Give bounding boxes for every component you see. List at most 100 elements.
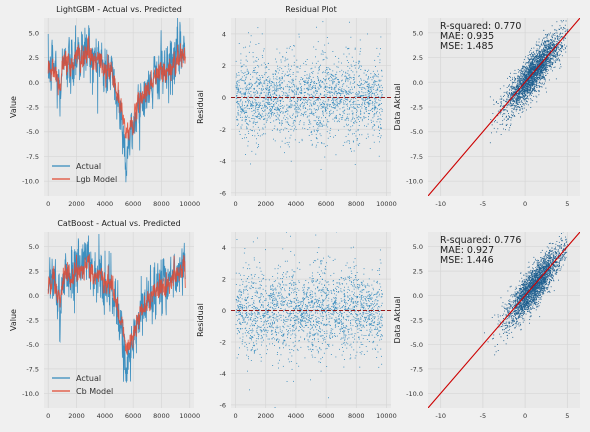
residual-point	[241, 107, 243, 109]
residual-point	[371, 108, 373, 110]
scatter-point	[501, 124, 503, 125]
residual-point	[379, 133, 380, 134]
scatter-point	[536, 66, 538, 68]
scatter-point	[530, 58, 532, 59]
scatter-point	[525, 89, 527, 91]
scatter-point	[521, 78, 523, 80]
residual-point	[373, 85, 375, 87]
scatter-point	[553, 46, 555, 48]
residual-point	[267, 99, 269, 101]
y-tick-label: 2	[222, 62, 226, 70]
residual-point	[345, 119, 347, 121]
residual-point	[257, 92, 259, 94]
scatter-point	[530, 77, 532, 78]
residual-point	[252, 102, 254, 103]
residual-point	[317, 72, 319, 74]
residual-point	[285, 92, 287, 94]
residual-point	[244, 137, 245, 139]
residual-point	[359, 61, 361, 63]
scatter-point	[524, 76, 526, 78]
residual-point	[315, 102, 316, 104]
residual-point	[270, 99, 272, 101]
scatter-point	[506, 105, 508, 107]
residual-point	[236, 74, 238, 76]
scatter-point	[544, 82, 545, 84]
scatter-point	[522, 81, 523, 83]
scatter-point	[531, 57, 533, 59]
residual-point	[319, 120, 321, 122]
scatter-point	[545, 50, 547, 52]
residual-point	[372, 92, 374, 94]
scatter-point	[532, 82, 534, 84]
scatter-point	[561, 47, 562, 49]
residual-point	[248, 32, 249, 34]
scatter-point	[541, 76, 543, 77]
residual-point	[348, 109, 350, 110]
scatter-point	[535, 55, 537, 57]
residual-point	[273, 82, 275, 84]
scatter-point	[525, 93, 527, 95]
scatter-point	[534, 90, 536, 92]
residual-point	[257, 126, 259, 128]
scatter-point	[545, 74, 547, 76]
residual-point	[269, 109, 271, 111]
residual-point	[256, 77, 258, 79]
scatter-point	[534, 72, 535, 73]
residual-point	[332, 83, 334, 85]
residual-point	[375, 108, 377, 110]
scatter-point	[523, 74, 524, 76]
scatter-point	[531, 64, 533, 66]
scatter-point	[535, 72, 537, 73]
residual-point	[361, 104, 363, 106]
scatter-point	[513, 97, 515, 99]
residual-point	[307, 79, 309, 81]
residual-point	[288, 47, 290, 49]
residual-point	[358, 104, 360, 105]
residual-point	[311, 144, 313, 146]
residual-point	[311, 105, 313, 107]
scatter-point	[553, 43, 555, 45]
scatter-point	[527, 58, 529, 60]
scatter-point	[519, 81, 521, 82]
scatter-point	[545, 65, 547, 67]
scatter-point	[525, 62, 527, 64]
scatter-point	[496, 121, 498, 123]
scatter-point	[515, 89, 516, 90]
residual-point	[326, 67, 328, 68]
scatter-point	[544, 54, 545, 56]
scatter-point	[517, 88, 519, 90]
scatter-point	[509, 97, 511, 99]
residual-point	[274, 109, 275, 110]
scatter-point	[521, 107, 523, 109]
residual-point	[304, 81, 305, 83]
scatter-point	[536, 69, 538, 70]
residual-point	[276, 109, 278, 111]
y-axis-label: Value	[9, 96, 18, 118]
scatter-point	[536, 83, 537, 85]
residual-point	[258, 106, 260, 108]
residual-point	[372, 104, 374, 106]
residual-point	[356, 110, 358, 112]
residual-point	[304, 92, 306, 93]
residual-point	[345, 79, 346, 81]
scatter-point	[545, 42, 546, 44]
scatter-point	[540, 56, 542, 58]
scatter-point	[554, 29, 555, 31]
scatter-point	[538, 91, 540, 93]
residual-point	[274, 103, 276, 105]
residual-point	[361, 107, 363, 109]
scatter-point	[512, 86, 514, 88]
residual-point	[364, 100, 365, 102]
scatter-point	[553, 55, 555, 57]
residual-point	[319, 122, 320, 124]
residual-point	[250, 104, 252, 106]
residual-point	[246, 127, 248, 129]
residual-point	[347, 48, 349, 50]
scatter-point	[508, 113, 509, 114]
scatter-point	[522, 76, 524, 77]
scatter-point	[544, 54, 546, 56]
scatter-point	[551, 25, 553, 27]
scatter-point	[516, 85, 518, 87]
scatter-point	[518, 78, 520, 79]
residual-point	[244, 112, 246, 113]
